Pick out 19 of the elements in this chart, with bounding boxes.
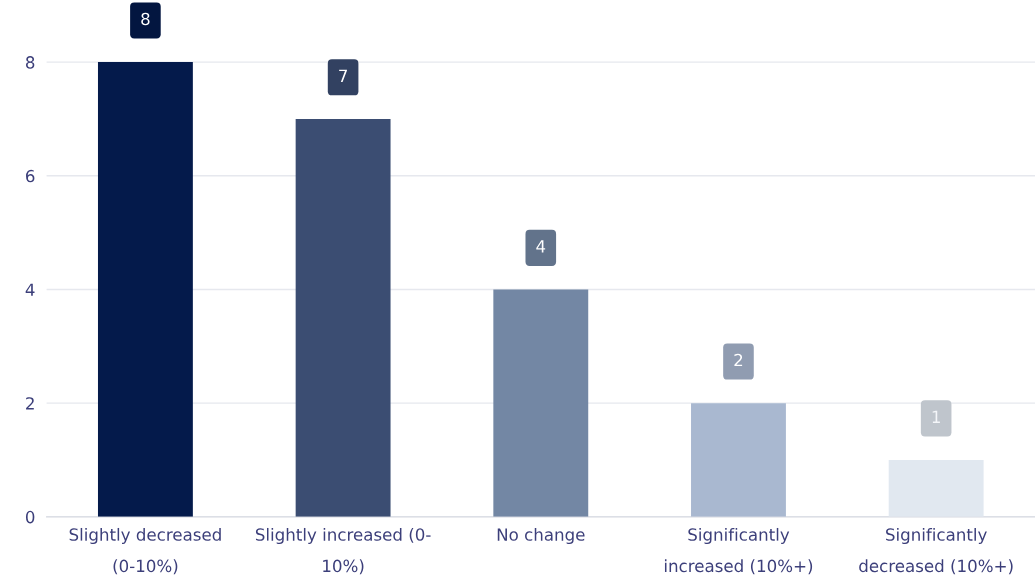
x-tick-label: Slightly decreased (0-10%) — [69, 527, 221, 575]
x-tick-label: Slightly increased (0- 10%) — [255, 527, 431, 575]
bar — [691, 403, 786, 517]
data-label: 2 — [734, 353, 743, 367]
bar — [493, 289, 589, 517]
data-label: 7 — [339, 69, 347, 82]
y-tick-label: 2 — [26, 397, 34, 410]
x-tick-label: Significantly decreased (10%+) — [859, 527, 1013, 575]
x-tick-label: Significantly increased (10%+) — [664, 527, 813, 575]
data-label: 4 — [536, 240, 546, 253]
y-tick-label: 0 — [25, 510, 35, 524]
y-tick-label: 8 — [25, 56, 35, 69]
data-label: 8 — [141, 12, 150, 26]
bar — [295, 118, 391, 517]
y-tick-label: 6 — [26, 169, 35, 183]
x-tick-label: No change — [497, 527, 585, 545]
y-tick-label: 4 — [25, 283, 35, 296]
bar — [97, 62, 193, 517]
bar — [888, 460, 984, 517]
